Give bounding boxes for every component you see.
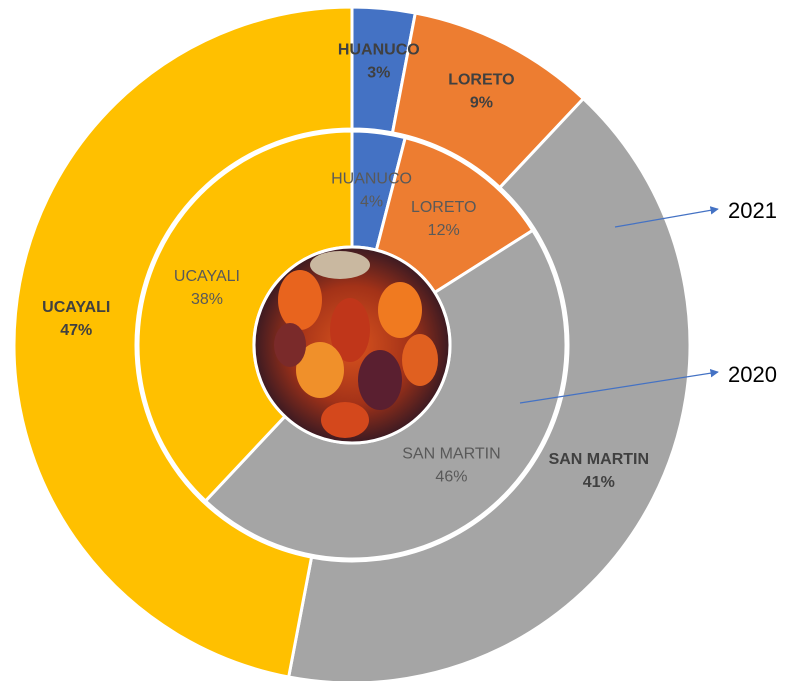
- slice-label: LORETO: [411, 199, 477, 216]
- value-label: 12%: [428, 222, 460, 239]
- slice: [286, 96, 692, 681]
- annotation: 2020: [728, 362, 777, 387]
- slice-label: UCAYALI: [174, 268, 240, 285]
- slice-label: SAN MARTIN: [402, 445, 500, 462]
- value-label: 47%: [60, 322, 92, 339]
- value-label: 4%: [360, 193, 383, 210]
- center-image: [254, 247, 450, 443]
- slice-label: UCAYALI: [42, 299, 110, 316]
- slice: [12, 5, 354, 679]
- value-label: 38%: [191, 291, 223, 308]
- slice-label: SAN MARTIN: [549, 451, 649, 468]
- annotation: 2021: [728, 198, 777, 223]
- value-label: 3%: [367, 64, 390, 81]
- image-border: [252, 245, 452, 445]
- value-label: 46%: [435, 468, 467, 485]
- arrow: [519, 369, 719, 404]
- value-label: 9%: [470, 94, 493, 111]
- slice-label: HUANUCO: [338, 41, 420, 58]
- slices: [12, 5, 692, 681]
- arrow: [614, 206, 719, 228]
- slice-label: HUANUCO: [331, 170, 412, 187]
- value-label: 41%: [583, 474, 615, 491]
- slice-label: LORETO: [448, 71, 514, 88]
